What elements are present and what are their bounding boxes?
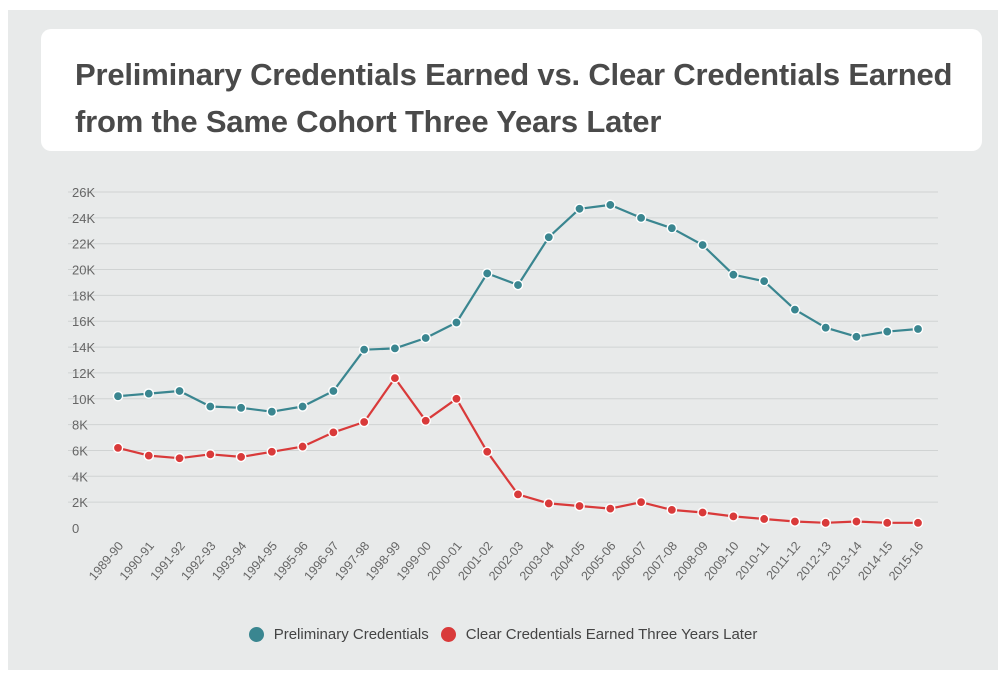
data-point-1-4 (235, 451, 247, 463)
data-point-1-5 (266, 446, 278, 458)
data-point-1-10 (420, 415, 431, 427)
y-tick-label: 20K (72, 263, 95, 278)
y-tick-label: 14K (72, 340, 95, 355)
data-point-0-22 (789, 304, 801, 315)
data-point-0-4 (235, 402, 247, 414)
data-point-1-24 (851, 516, 862, 527)
y-tick-label: 6K (72, 443, 88, 458)
data-point-0-12 (481, 268, 493, 279)
data-point-0-6 (297, 401, 308, 412)
data-point-0-5 (266, 406, 278, 417)
y-tick-label: 26K (72, 185, 95, 200)
data-point-0-9 (389, 343, 401, 354)
title-card: Preliminary Credentials Earned vs. Clear… (41, 29, 982, 151)
legend-item-preliminary[interactable]: Preliminary Credentials (248, 626, 429, 643)
data-point-0-20 (728, 269, 739, 281)
data-point-0-21 (758, 275, 770, 287)
legend-marker-clear (440, 627, 456, 642)
data-point-1-16 (605, 503, 616, 514)
data-point-1-6 (297, 441, 308, 452)
y-tick-label: 18K (72, 288, 95, 303)
data-point-0-13 (512, 279, 524, 291)
data-point-1-3 (205, 449, 216, 460)
data-point-1-22 (789, 516, 801, 527)
data-point-1-1 (143, 450, 155, 461)
data-point-0-2 (174, 385, 185, 397)
data-point-0-7 (328, 385, 339, 397)
data-point-1-9 (389, 372, 401, 384)
data-point-1-8 (358, 416, 370, 428)
y-tick-label: 12K (72, 366, 95, 381)
legend: Preliminary Credentials Clear Credential… (8, 626, 998, 643)
data-point-1-25 (881, 517, 893, 529)
legend-label-clear: Clear Credentials Earned Three Years Lat… (465, 626, 758, 643)
data-point-0-24 (851, 331, 862, 343)
data-point-0-17 (635, 212, 647, 224)
y-tick-label: 0 (72, 521, 79, 536)
data-point-0-23 (820, 322, 831, 333)
legend-item-clear[interactable]: Clear Credentials Earned Three Years Lat… (440, 626, 758, 643)
data-point-0-16 (605, 199, 616, 211)
data-point-1-13 (512, 489, 524, 500)
data-point-0-11 (451, 317, 462, 328)
y-tick-label: 4K (72, 469, 88, 484)
data-point-0-1 (143, 388, 155, 399)
data-point-0-15 (574, 203, 585, 215)
data-point-0-26 (912, 323, 924, 335)
y-tick-label: 22K (72, 237, 95, 252)
legend-label-preliminary: Preliminary Credentials (273, 626, 429, 643)
data-point-1-19 (697, 507, 708, 518)
data-point-0-18 (666, 222, 678, 234)
data-point-0-19 (697, 239, 708, 251)
y-axis-ticks: 0 2K 4K 6K 8K 10K 12K 14K 16K 18K 20K 22K 24K 26K (72, 185, 95, 536)
data-point-1-20 (728, 511, 739, 522)
y-tick-label: 24K (72, 211, 95, 226)
data-point-1-23 (820, 517, 831, 529)
y-tick-label: 8K (72, 418, 88, 433)
series-points (112, 199, 924, 529)
data-point-1-2 (174, 452, 185, 464)
data-point-0-10 (420, 332, 431, 344)
y-tick-label: 10K (72, 392, 95, 407)
data-point-1-21 (758, 513, 770, 525)
y-tick-label: 16K (72, 314, 95, 329)
data-point-1-18 (666, 504, 678, 516)
data-point-0-3 (205, 401, 216, 412)
chart-panel: Preliminary Credentials Earned vs. Clear… (8, 10, 998, 670)
data-point-1-26 (912, 517, 924, 529)
x-axis-ticks: 1989-901990-911991-921992-931993-941994-… (86, 539, 926, 583)
y-tick-label: 2K (72, 495, 88, 510)
data-point-1-14 (543, 498, 555, 509)
data-point-1-0 (112, 442, 124, 454)
series-lines (117, 203, 919, 524)
data-point-1-17 (635, 496, 647, 508)
legend-marker-preliminary (248, 627, 264, 642)
chart-title: Preliminary Credentials Earned vs. Clear… (75, 57, 953, 139)
data-point-1-7 (328, 427, 339, 438)
data-point-0-14 (543, 231, 555, 243)
data-point-1-15 (574, 500, 585, 512)
data-point-0-8 (358, 344, 370, 355)
data-point-1-12 (481, 446, 493, 458)
data-point-0-0 (112, 390, 124, 402)
line-chart: 0 2K 4K 6K 8K 10K 12K 14K 16K 18K 20K 22K 24K 26K 198… (68, 185, 938, 583)
data-point-0-25 (881, 326, 893, 337)
data-point-1-11 (451, 393, 462, 405)
